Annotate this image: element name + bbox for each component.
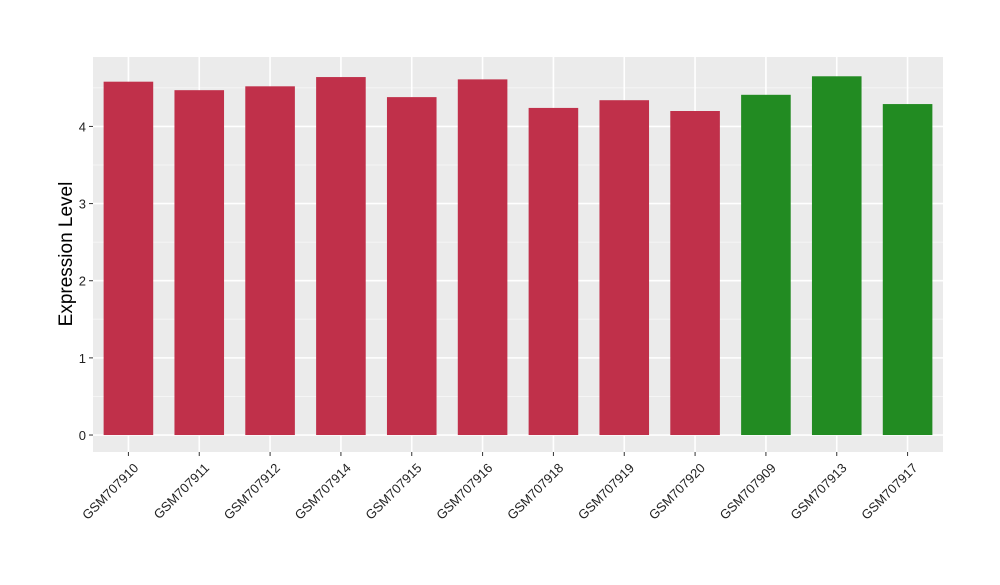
x-axis: GSM707910 GSM707911 GSM707912 GSM707914 GSM7…: [79, 452, 920, 523]
bar: [882, 104, 933, 436]
y-tick-label: 1: [79, 351, 86, 366]
x-tick-label: GSM707919: [575, 460, 637, 522]
x-tick-label: GSM707917: [858, 460, 920, 522]
y-axis-label: Expression Level: [56, 182, 77, 327]
bar: [386, 97, 437, 436]
bar: [599, 100, 650, 436]
x-tick-label: GSM707913: [787, 460, 849, 522]
y-tick-label: 0: [79, 428, 86, 443]
bars-group: [103, 76, 933, 436]
x-tick-label: GSM707911: [151, 460, 213, 522]
minor-gridlines: [93, 87, 943, 397]
x-tick-label: GSM707916: [433, 460, 495, 522]
bar: [457, 79, 508, 436]
x-tick-label: GSM707909: [717, 460, 779, 522]
x-tick-label: GSM707910: [79, 460, 141, 522]
bar: [741, 94, 791, 436]
bar: [811, 76, 862, 436]
bar: [528, 107, 579, 436]
y-tick-label: 2: [79, 274, 86, 289]
x-tick-label: GSM707912: [221, 460, 283, 522]
x-tick-label: GSM707915: [362, 460, 424, 522]
y-axis: 0 1 2 3 4: [79, 119, 93, 443]
y-tick-label: 4: [79, 119, 86, 134]
bar: [316, 77, 366, 436]
bar: [103, 81, 154, 436]
x-tick-label: GSM707920: [646, 460, 708, 522]
x-tick-label: GSM707918: [504, 460, 566, 522]
bar: [245, 86, 295, 436]
bar: [174, 90, 225, 436]
y-tick-label: 3: [79, 197, 86, 212]
bar: [670, 111, 720, 436]
x-tick-label: GSM707914: [292, 460, 354, 522]
plot-panel: [93, 57, 943, 452]
